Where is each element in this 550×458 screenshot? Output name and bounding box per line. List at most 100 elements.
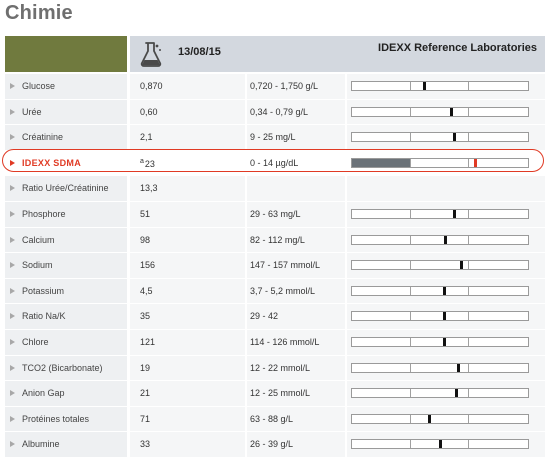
range-gauge [351,132,529,143]
gauge-marker [442,337,446,346]
result-value: a23 [140,158,155,169]
range-gauge [351,285,529,296]
range-cell: 12 - 22 mmol/L [247,355,345,381]
gauge-marker [474,158,478,167]
gauge-cell [347,176,545,201]
result-value-text: 13,3 [140,183,158,194]
value-cell: 121 [130,329,245,355]
gauge-tick [410,107,412,116]
gauge-tick [410,414,412,423]
result-value: 13,3 [140,183,158,193]
analyte-cell[interactable]: Ratio Na/K [5,304,127,329]
analyte-cell[interactable]: Potassium [5,278,127,304]
range-cell: 26 - 39 g/L [247,432,345,457]
value-cell: 4,5 [130,278,245,304]
gauge-marker [444,235,448,244]
result-value-text: 21 [140,388,151,399]
expand-arrow-icon[interactable] [10,338,15,345]
result-value: 2,1 [140,132,153,142]
reference-range: 63 - 88 g/L [250,413,294,424]
analyte-cell[interactable]: Albumine [5,432,127,457]
table-row[interactable]: IDEXX SDMA a23 0 - 14 µg/dL [5,150,545,177]
gauge-tick [468,286,470,295]
expand-arrow-icon[interactable] [10,390,15,397]
expand-arrow-icon[interactable] [10,210,15,217]
expand-arrow-icon[interactable] [10,236,15,243]
gauge-tick [468,363,470,372]
gauge-tick [468,107,470,116]
analyte-cell[interactable]: IDEXX SDMA [5,150,127,176]
table-row[interactable]: Urée 0,60 0,34 - 0,79 g/L [5,99,545,126]
table-row[interactable]: Anion Gap 21 12 - 25 mmol/L [5,381,545,407]
analyte-cell[interactable]: Chlore [5,329,127,355]
expand-arrow-icon[interactable] [10,364,15,371]
analyte-cell[interactable]: Créatinine [5,125,127,150]
expand-arrow-icon[interactable] [10,83,15,89]
gauge-marker [453,133,457,142]
table-row[interactable]: Glucose 0,870 0,720 - 1,750 g/L [5,74,545,100]
reference-range: 114 - 126 mmol/L [250,336,320,347]
analyte-name: Protéines totales [22,413,90,424]
range-cell: 63 - 88 g/L [247,406,345,432]
table-row[interactable]: Ratio Na/K 35 29 - 42 [5,304,545,330]
analyte-cell[interactable]: TCO2 (Bicarbonate) [5,355,127,381]
range-cell: 147 - 157 mmol/L [247,253,345,278]
analyte-cell[interactable]: Phosphore [5,201,127,227]
gauge-tick [410,209,412,218]
gauge-cell [347,253,545,278]
gauge-tick [468,414,470,423]
table-row[interactable]: Potassium 4,5 3,7 - 5,2 mmol/L [5,278,545,305]
result-value-text: 19 [140,362,151,373]
expand-arrow-icon[interactable] [10,313,15,320]
expand-arrow-icon[interactable] [10,185,15,192]
expand-arrow-icon[interactable] [10,287,15,294]
gauge-marker [442,312,446,321]
expand-arrow-icon[interactable] [10,262,15,269]
expand-arrow-icon[interactable] [10,134,15,141]
analyte-cell[interactable]: Anion Gap [5,381,127,406]
analyte-cell[interactable]: Glucose [5,74,127,99]
value-cell: 71 [130,406,245,432]
range-cell: 82 - 112 mg/L [247,227,345,253]
gauge-cell [347,201,545,227]
result-value-text: 71 [140,413,151,424]
table-row[interactable]: Protéines totales 71 63 - 88 g/L [5,406,545,433]
table-row[interactable]: Sodium 156 147 - 157 mmol/L [5,253,545,279]
table-row[interactable]: Phosphore 51 29 - 63 mg/L [5,201,545,228]
analyte-cell[interactable]: Sodium [5,253,127,278]
table-row[interactable]: Chlore 121 114 - 126 mmol/L [5,329,545,356]
expand-arrow-icon[interactable] [10,415,15,422]
expand-arrow-icon[interactable] [10,441,15,448]
table-row[interactable]: Albumine 33 26 - 39 g/L [5,432,545,458]
analyte-cell[interactable]: Calcium [5,227,127,253]
analyte-name: Chlore [22,336,49,347]
analyte-cell[interactable]: Protéines totales [5,406,127,432]
gauge-tick [410,337,412,346]
analyte-cell[interactable]: Ratio Urée/Créatinine [5,176,127,201]
value-cell: 0,60 [130,99,245,125]
reference-range: 3,7 - 5,2 mmol/L [250,285,316,296]
gauge-marker [428,414,432,423]
expand-arrow-icon[interactable] [10,108,15,115]
reference-range: 9 - 25 mg/L [250,132,296,143]
value-cell: 35 [130,304,245,329]
range-gauge [351,362,529,373]
analyte-name: Créatinine [22,132,64,143]
expand-arrow-icon[interactable] [10,159,15,166]
gauge-marker [453,209,457,218]
table-row[interactable]: Ratio Urée/Créatinine 13,3 [5,176,545,202]
results-header: 13/08/15 IDEXX Reference Laboratories [5,36,545,72]
result-value-text: 0,870 [140,81,163,91]
gauge-cell [347,227,545,253]
gauge-tick [468,337,470,346]
table-row[interactable]: Créatinine 2,1 9 - 25 mg/L [5,125,545,151]
table-row[interactable]: TCO2 (Bicarbonate) 19 12 - 22 mmol/L [5,355,545,382]
gauge-cell [347,150,545,176]
result-value-text: 0,60 [140,106,158,117]
analyte-cell[interactable]: Urée [5,99,127,125]
reference-range: 29 - 63 mg/L [250,208,301,219]
gauge-cell [347,381,545,406]
result-value: 0,870 [140,81,163,91]
table-row[interactable]: Calcium 98 82 - 112 mg/L [5,227,545,254]
range-cell: 0 - 14 µg/dL [247,150,345,176]
